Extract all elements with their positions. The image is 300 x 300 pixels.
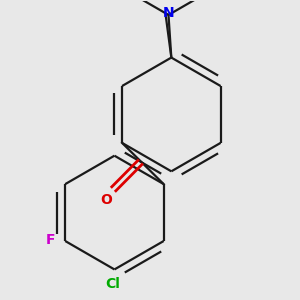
- Text: N: N: [163, 7, 174, 20]
- Text: Cl: Cl: [106, 277, 121, 291]
- Text: F: F: [46, 232, 55, 247]
- Text: O: O: [100, 194, 112, 207]
